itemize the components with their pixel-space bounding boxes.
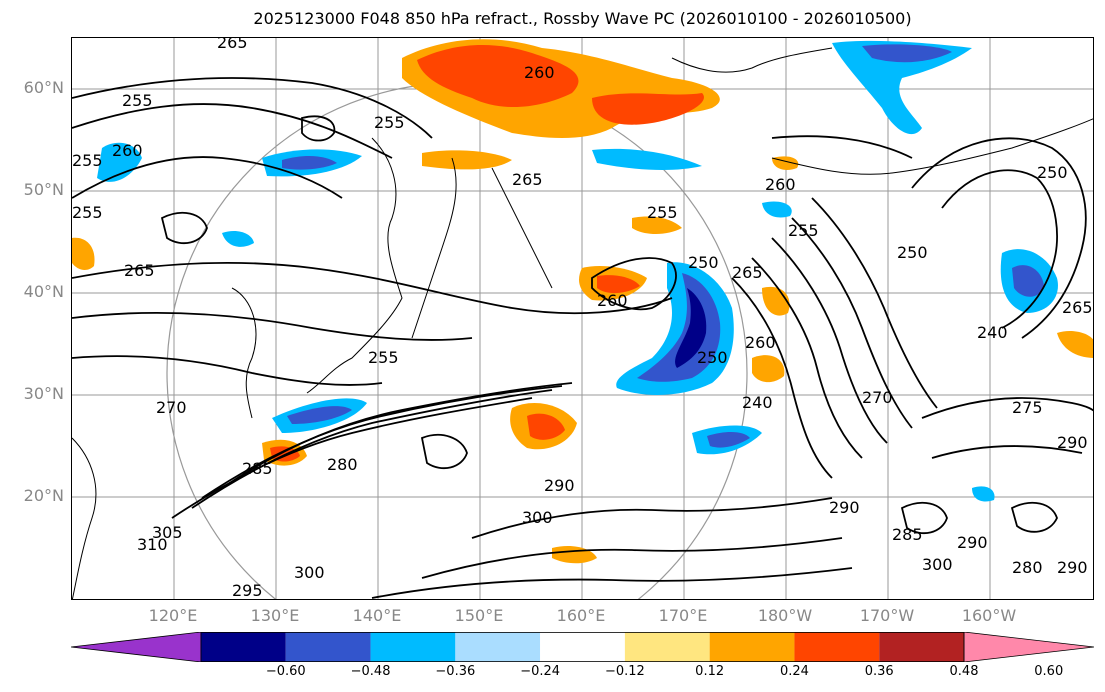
contour-label: 260 [597, 291, 628, 310]
lon-label: 140°E [352, 606, 402, 625]
lat-label: 60°N [23, 78, 64, 97]
contour-label: 255 [374, 113, 405, 132]
colorbar [71, 632, 1094, 662]
contour-label: 275 [1012, 398, 1043, 417]
contour-label: 290 [1057, 433, 1088, 452]
contour-label: 255 [788, 221, 819, 240]
lon-label: 120°E [148, 606, 198, 625]
lon-label: 160°E [556, 606, 606, 625]
lat-label: 20°N [23, 486, 64, 505]
contour-label: 305 [152, 523, 183, 542]
contour-label: 300 [294, 563, 325, 582]
contour-label: 300 [922, 555, 953, 574]
colorbar-segment [624, 632, 710, 662]
colorbar-segment [879, 632, 964, 662]
colorbar-segment [540, 632, 625, 662]
colorbar-segment [370, 632, 456, 662]
lat-label: 40°N [23, 282, 64, 301]
lat-label: 30°N [23, 384, 64, 403]
contour-label: 250 [1037, 163, 1068, 182]
map-plot-area: 265 260 255 255 260 255 255 265 260 265 … [71, 37, 1094, 600]
lon-label: 130°E [250, 606, 300, 625]
contour-label: 260 [524, 63, 555, 82]
anomaly-shading [72, 39, 1093, 564]
contours [72, 77, 1093, 599]
colorbar-segment [285, 632, 371, 662]
contour-label: 285 [242, 459, 273, 478]
contour-label: 290 [957, 533, 988, 552]
lon-label: 160°W [961, 606, 1017, 625]
contour-label: 280 [327, 455, 358, 474]
contour-label: 255 [122, 91, 153, 110]
contour-label: 290 [829, 498, 860, 517]
colorbar-outline [200, 632, 965, 662]
colorbar-tick-label: −0.36 [435, 664, 476, 679]
colorbar-tick-label: 0.60 [1034, 664, 1064, 679]
contour-label: 290 [544, 476, 575, 495]
contour-label: 290 [1057, 558, 1088, 577]
colorbar-tick-label: −0.48 [350, 664, 391, 679]
colorbar-tick-label: −0.24 [520, 664, 561, 679]
contour-label: 265 [124, 261, 155, 280]
lat-label: 50°N [23, 180, 64, 199]
contour-label-group: 265 260 255 255 260 255 255 265 260 265 … [72, 38, 1093, 600]
contour-label: 265 [512, 170, 543, 189]
contour-label: 260 [745, 333, 776, 352]
colorbar-segments [71, 632, 1094, 662]
contour-label: 255 [72, 151, 103, 170]
map-canvas: 265 260 255 255 260 255 255 265 260 265 … [72, 38, 1093, 600]
contour-label: 250 [697, 348, 728, 367]
colorbar-tick-label: 0.48 [949, 664, 979, 679]
contour-label: 285 [892, 525, 923, 544]
colorbar-segment [201, 632, 286, 662]
contour-label: 260 [112, 141, 143, 160]
colorbar-tick-label: 0.36 [864, 664, 894, 679]
contour-label: 300 [522, 508, 553, 527]
colorbar-segment [709, 632, 795, 662]
contour-label: 240 [977, 323, 1008, 342]
contour-label: 295 [232, 581, 263, 600]
contour-label: 255 [72, 203, 103, 222]
contour-label: 240 [742, 393, 773, 412]
colorbar-segment [794, 632, 880, 662]
lon-label: 150°E [454, 606, 504, 625]
lon-label: 180°W [757, 606, 813, 625]
colorbar-segment [455, 632, 541, 662]
contour-label: 260 [765, 175, 796, 194]
colorbar-tick-label: 0.24 [779, 664, 809, 679]
colorbar-tick-label: −0.12 [604, 664, 645, 679]
contour-label: 255 [647, 203, 678, 222]
contour-label: 270 [156, 398, 187, 417]
colorbar-tick-label: 0.12 [695, 664, 725, 679]
contour-label: 265 [732, 263, 763, 282]
colorbar-extend-low [71, 632, 202, 662]
colorbar-tick-label: −0.60 [265, 664, 306, 679]
contour-label: 265 [1062, 298, 1093, 317]
contour-label: 250 [688, 253, 719, 272]
lon-label: 170°W [859, 606, 915, 625]
contour-label: 280 [1012, 558, 1043, 577]
lon-label: 170°E [658, 606, 708, 625]
contour-label: 265 [217, 38, 248, 52]
contour-label: 250 [897, 243, 928, 262]
contour-label: 255 [368, 348, 399, 367]
contour-label: 310 [137, 535, 168, 554]
colorbar-extend-high [963, 632, 1094, 662]
coastlines [72, 47, 1093, 599]
map-title: 2025123000 F048 850 hPa refract., Rossby… [253, 9, 912, 28]
contour-label: 270 [862, 388, 893, 407]
